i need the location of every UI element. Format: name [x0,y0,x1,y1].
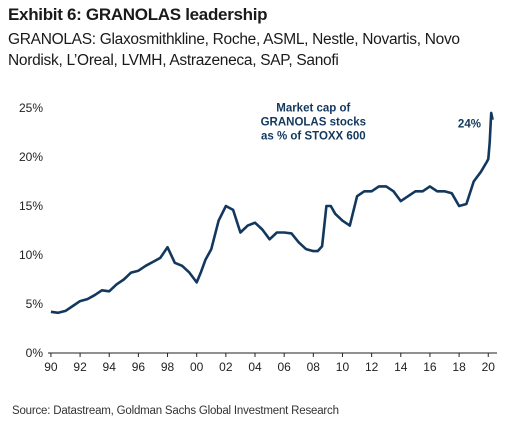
x-tick-label: 06 [277,360,291,374]
x-tick-label: 90 [44,360,58,374]
x-tick-label: 18 [452,360,466,374]
x-tick-label: 08 [307,360,321,374]
y-tick-label: 10% [19,248,43,262]
x-tick-label: 00 [190,360,204,374]
granolas-line-chart: 0% 5% 10% 15% 20% 25% 90 92 94 96 98 00 02 04 06 08 10 1… [19,101,497,374]
latest-value-annotation: 24% [458,119,481,131]
y-tick-label: 20% [19,150,43,164]
y-tick-label: 5% [26,297,44,311]
granolas-share-line [50,111,494,315]
series-annotation: Market cap of GRANOLAS stocks as % of STOX… [261,103,366,143]
x-tick-label: 98 [161,360,175,374]
x-tick-label: 94 [103,360,117,374]
x-tick-label: 02 [219,360,233,374]
x-tick-label: 96 [132,360,146,374]
y-tick-label: 0% [26,346,44,360]
exhibit-title: Exhibit 6: GRANOLAS leadership [8,5,268,24]
x-tick-label: 10 [336,360,350,374]
x-tick-label: 20 [482,360,496,374]
y-axis-ticks: 0% 5% 10% 15% 20% 25% [19,101,43,360]
x-tick-label: 12 [365,360,379,374]
x-tick-label: 14 [394,360,408,374]
y-tick-label: 25% [19,101,43,115]
x-tick-label: 92 [73,360,87,374]
x-axis-ticks: 90 92 94 96 98 00 02 04 06 08 10 12 14 16 18 20 [44,353,495,374]
x-tick-label: 04 [248,360,262,374]
x-tick-label: 16 [423,360,437,374]
source-note: Source: Datastream, Goldman Sachs Global… [12,405,339,417]
y-tick-label: 15% [19,199,43,213]
chart-annotations: Market cap of GRANOLAS stocks as % of STOX… [261,103,481,143]
exhibit-subtitle: GRANOLAS: Glaxosmithkline, Roche, ASML, … [8,31,460,69]
